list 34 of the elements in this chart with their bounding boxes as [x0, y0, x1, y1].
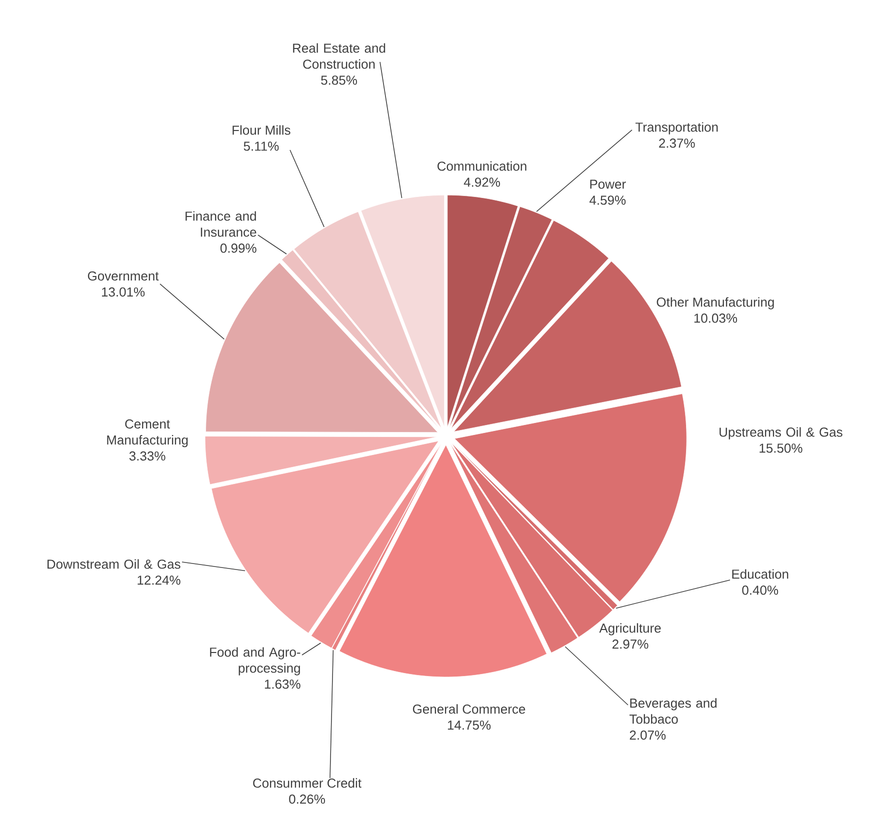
data-label: 2.37%	[659, 138, 695, 148]
slice-label: Finance and Insurance	[186, 211, 256, 237]
slice-label: Real Estate and Construction	[293, 43, 386, 69]
slice-label: General Commerce	[412, 704, 526, 714]
data-label: 15.50%	[760, 444, 802, 453]
data-label: 10.03%	[694, 314, 738, 323]
data-label: 4.59%	[590, 196, 626, 205]
slice-label: Government	[88, 271, 159, 281]
data-label: 12.24%	[138, 576, 180, 585]
slice-label: Upstreams Oil & Gas	[720, 427, 842, 440]
data-label: 2.97%	[612, 640, 648, 649]
slice-label: Cement Manufacturing	[107, 419, 188, 448]
slice-label: Downstream Oil & Gas	[48, 559, 180, 569]
slice-label: Communication	[438, 161, 526, 171]
slice-label: Beverages and Tobbaco	[630, 698, 717, 724]
data-label: 13.01%	[102, 287, 145, 297]
slice-label: Agriculture	[599, 623, 661, 636]
slice-label: Transportation	[636, 122, 718, 134]
data-label: 0.40%	[742, 586, 778, 595]
data-label: 5.85%	[321, 76, 357, 85]
data-label: 0.99%	[220, 244, 256, 253]
slice-label: Flour Mills	[232, 125, 290, 135]
slice-label: Power	[590, 180, 626, 189]
data-label: 5.11%	[244, 142, 279, 151]
slice-label: Food and Agro-processing	[210, 647, 300, 676]
data-label: 2.07%	[630, 730, 666, 740]
slice-label: Other Manufacturing	[656, 297, 774, 310]
data-label: 3.33%	[129, 451, 166, 461]
data-label: 0.26%	[289, 794, 325, 804]
data-label: 1.63%	[264, 680, 300, 689]
data-label: 4.92%	[464, 178, 500, 187]
data-label: 14.75%	[448, 720, 491, 730]
slice-label: Consummer Credit	[253, 778, 362, 788]
slice-label: Education	[732, 569, 788, 579]
